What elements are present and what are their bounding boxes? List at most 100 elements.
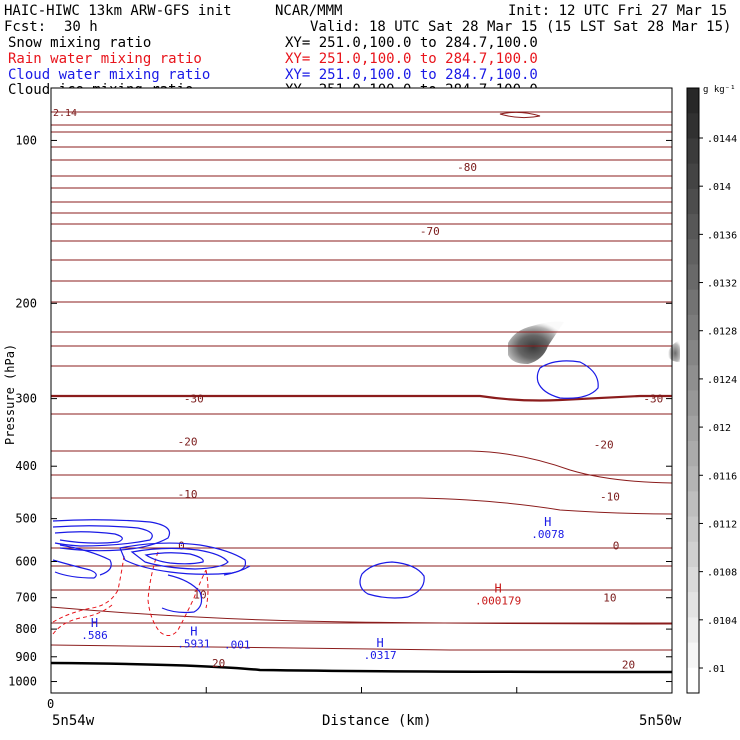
field-snow-xy: XY= 251.0,100.0 to 284.7,100.0 (285, 35, 538, 51)
header-org: NCAR/MMM (275, 3, 342, 19)
max-marker: H (190, 625, 197, 639)
cloudwater-contour-10 (223, 565, 251, 576)
max-marker: H (377, 636, 384, 650)
colorbar-tick-label: .012 (707, 423, 731, 434)
cloudwater-contour-7 (144, 552, 204, 565)
field-rain-xy: XY= 251.0,100.0 to 284.7,100.0 (285, 51, 538, 67)
colorbar-cell (687, 214, 699, 240)
isotherm-label: -80 (457, 161, 477, 174)
colorbar-tick-label: .0132 (707, 279, 737, 290)
rain-contour-center-2 (205, 569, 209, 609)
max-value: .000179 (475, 594, 521, 607)
cloudwater-contour-5 (119, 542, 247, 575)
isotherm-label: -70 (420, 225, 440, 238)
colorbar-tick-label: .0108 (707, 568, 737, 579)
colorbar-tick-label: .0128 (707, 327, 737, 338)
x-zero-label: 0 (47, 697, 54, 711)
colorbar-tick-label: .0124 (707, 375, 737, 386)
colorbar-cell (687, 289, 699, 316)
isotherm-label: 10 (603, 592, 616, 605)
max-marker: H (495, 581, 502, 595)
temperature-contours: -80 -70 -30 -30 -20 -20 -10 -10 0 0 10 10 20 20 2.14 (50, 108, 673, 674)
isotherm-label: -30 (643, 393, 663, 406)
colorbar-tick-label: .0112 (707, 519, 737, 530)
cloudwater-contour-6 (130, 547, 229, 570)
isotherm-small-loop (499, 111, 541, 119)
y-tick-label: 400 (15, 459, 37, 473)
max-marker: H (544, 515, 551, 529)
isotherm-line (51, 394, 672, 402)
cloudwater-contour-2 (52, 525, 153, 547)
field-cloudwater-name: Cloud water mixing ratio (8, 67, 210, 83)
colorbar-cell (687, 415, 699, 442)
colorbar-unit: g kg⁻¹ (703, 85, 736, 95)
cloudwater-contour-upper (536, 360, 599, 399)
colorbar-frame (686, 87, 700, 694)
rain-contour-center (147, 551, 207, 636)
y-tick-label: 1000 (8, 675, 37, 689)
header-fcst-value: 30 h (64, 19, 98, 35)
max-value: .0317 (364, 649, 397, 662)
plot-area (51, 88, 672, 693)
colorbar-cell (687, 491, 699, 518)
x-axis-title: Distance (km) (322, 713, 432, 729)
header-init: Init: 12 UTC Fri 27 Mar 15 (508, 3, 727, 19)
y-tick-label: 800 (15, 622, 37, 636)
y-tick-label: 900 (15, 650, 37, 664)
colorbar-cell (687, 138, 699, 165)
rain-contours (52, 551, 209, 636)
isotherm-label: 10 (193, 588, 206, 601)
field-cloudwater-xy: XY= 251.0,100.0 to 284.7,100.0 (285, 67, 538, 83)
corner-value-label: 2.14 (53, 108, 77, 119)
colorbar-cell (687, 516, 699, 543)
colorbar-cell (687, 340, 699, 366)
cloudwater-contour-8 (59, 544, 112, 576)
contour-label: .001 (224, 639, 251, 652)
isotherm-label: 20 (622, 658, 635, 671)
colorbar-cell (687, 264, 699, 291)
header-fcst-label: Fcst: (4, 19, 46, 35)
max-value: .586 (81, 629, 108, 642)
terrain-line (50, 661, 673, 674)
colorbar-cell (687, 541, 699, 568)
isotherm-label: 20 (212, 657, 225, 670)
header-title: HAIC-HIWC 13km ARW-GFS init (4, 3, 232, 19)
isotherm-label: -20 (594, 439, 614, 452)
colorbar-cell (687, 188, 699, 215)
isotherm-label: -30 (184, 393, 204, 406)
rain-contour-left (52, 555, 125, 623)
colorbar-cell (687, 440, 699, 467)
colorbar: g kg⁻¹ .0144 .014 .0136 .0132 .0128 .0124 .012.… (686, 85, 737, 694)
x-start-label: 5n54w (52, 713, 95, 729)
cloudwater-contour-9 (161, 574, 203, 614)
colorbar-cell (687, 390, 699, 417)
cloudwater-contour-1 (52, 519, 171, 552)
header-valid: Valid: 18 UTC Sat 28 Mar 15 (15 LST Sat … (310, 19, 731, 35)
cloudwater-contour-small (359, 561, 425, 599)
colorbar-cell (687, 239, 699, 265)
isotherm-line (50, 606, 673, 625)
colorbar-tick-label: .0144 (707, 134, 737, 145)
colorbar-cell (687, 365, 699, 391)
colorbar-cell (687, 642, 699, 669)
max-value: .5931 (177, 638, 210, 651)
colorbar-cell (687, 163, 699, 190)
isotherm-label: -10 (178, 488, 198, 501)
rain-contour-left-2 (52, 604, 113, 635)
colorbar-tick-label: .0116 (707, 471, 737, 482)
max-value: .0078 (531, 528, 564, 541)
isotherm-line (51, 450, 673, 484)
colorbar-cell (687, 314, 699, 341)
y-axis-title: Pressure (hPa) (3, 344, 17, 445)
colorbar-cell (687, 466, 699, 492)
colorbar-tick-label: .0136 (707, 230, 737, 241)
y-tick-label: 300 (15, 392, 37, 406)
x-end-label: 5n50w (639, 713, 682, 729)
colorbar-cell (687, 566, 699, 593)
colorbar-tick-label: .014 (707, 182, 731, 193)
field-snow-name: Snow mixing ratio (8, 35, 151, 51)
colorbar-cell (687, 113, 699, 139)
snow-patch-edge (668, 340, 680, 362)
